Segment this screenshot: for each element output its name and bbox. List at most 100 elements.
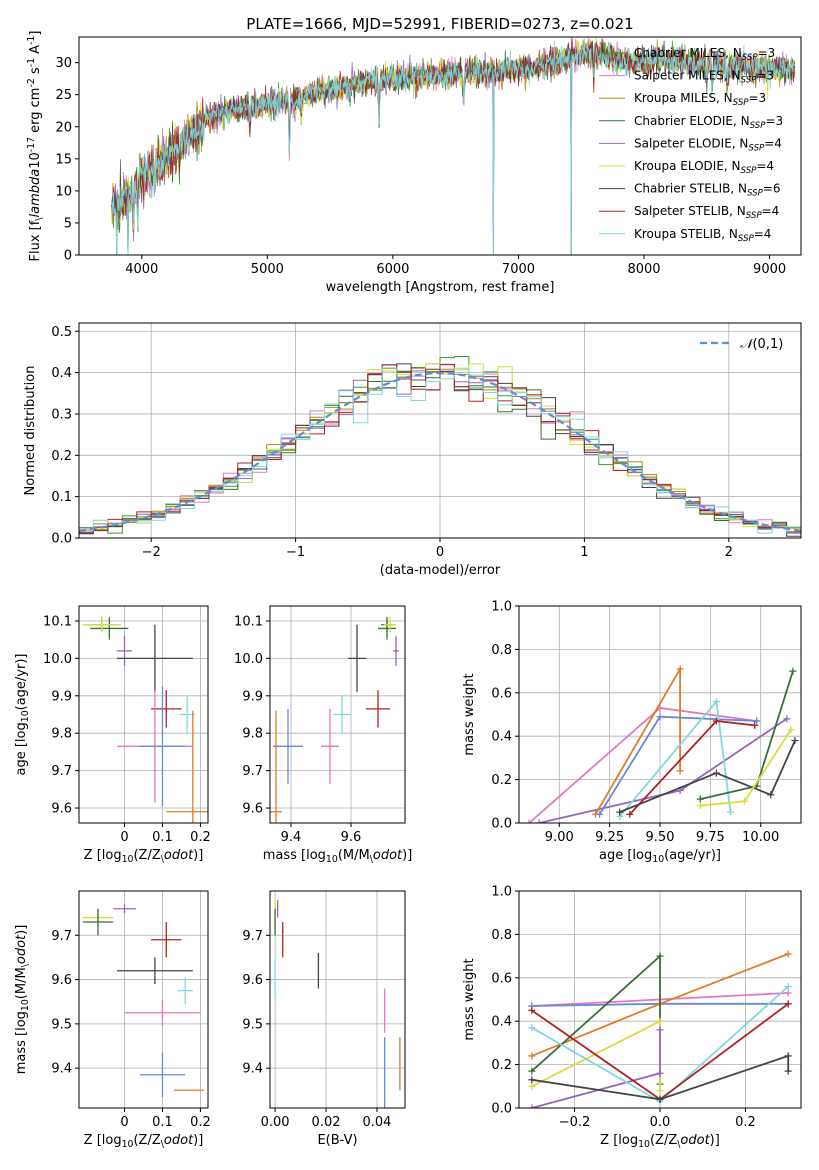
weight-marker: [676, 665, 684, 673]
weight-marker: [784, 1067, 792, 1075]
weight-marker: [528, 1082, 536, 1090]
legend-entry: Salpeter ELODIE, NSSP=4: [634, 136, 782, 153]
weight-marker: [789, 667, 797, 675]
histogram-8: [79, 367, 801, 534]
weight-marker: [787, 726, 795, 734]
plot-area: [525, 665, 799, 823]
errorbar-point: [393, 635, 399, 666]
y-tick-label: 0.0: [491, 1102, 512, 1117]
errorbar-point: [151, 922, 182, 958]
y-tick-label: 0.2: [51, 449, 72, 464]
y-tick-label: 9.4: [242, 1062, 263, 1077]
weight-marker: [528, 1024, 536, 1032]
y-tick-label: 10.0: [43, 652, 72, 667]
y-tick-label: 0.4: [491, 1015, 512, 1030]
x-tick-label: 9.6: [341, 830, 362, 845]
x-tick-label: 0.2: [735, 1115, 756, 1130]
weight-marker: [656, 1095, 664, 1103]
axes-frame: [78, 605, 209, 824]
y-axis-label: mass weight: [462, 958, 477, 1040]
x-axis-label: Z [log10(Z/Z\odot)]: [84, 848, 204, 865]
y-tick-label: 0.0: [491, 817, 512, 832]
weight-marker: [784, 950, 792, 958]
y-tick-label: 0.5: [51, 325, 72, 340]
weight-marker: [528, 1067, 536, 1075]
axes-frame: [78, 890, 209, 1109]
weight-marker: [656, 1069, 664, 1077]
axes-mass_vs_Z: 0 0.1 0.2 9.4 9.5 9.6 9.7 Z [log10(Z/Z\odot)] ma…: [14, 890, 211, 1150]
weight-marker: [696, 795, 704, 803]
errorbar-point: [378, 617, 396, 640]
errorbar-point: [116, 635, 133, 666]
y-tick-label: 5: [64, 216, 72, 231]
plot-area: [111, 37, 796, 255]
errorbar-point: [366, 690, 390, 728]
errorbar-point: [82, 617, 121, 633]
y-tick-label: 0: [64, 249, 72, 264]
errorbar-point: [321, 708, 339, 784]
weight-line-8: [531, 1054, 790, 1101]
x-tick-label: −1: [286, 545, 305, 560]
weight-marker: [784, 989, 792, 997]
weight-marker: [656, 1017, 664, 1025]
y-tick-label: 9.7: [242, 929, 263, 944]
axes-mass_vs_EBV: 0.00 0.02 0.04 9.4 9.5 9.6 9.7 E(B-V): [242, 890, 406, 1148]
legend-entry: Kroupa MILES, NSSP=3: [634, 91, 766, 108]
x-tick-label: 9.4: [281, 830, 302, 845]
x-axis-label: Z [log10(Z/Z\odot)]: [600, 1133, 720, 1150]
y-tick-label: 25: [55, 88, 72, 103]
errorbar-point: [166, 710, 208, 823]
weight-line-1: [538, 718, 788, 823]
x-tick-label: 0.1: [152, 1115, 173, 1130]
weight-line-0: [528, 707, 757, 823]
errorbar-point: [384, 617, 396, 633]
y-tick-label: 9.9: [242, 689, 263, 704]
y-tick-label: 0.6: [491, 971, 512, 986]
weight-marker: [741, 797, 749, 805]
errorbar-point: [139, 1052, 186, 1097]
errorbar-point: [116, 957, 193, 984]
plot-area: [79, 356, 801, 538]
weight-marker: [791, 737, 799, 745]
y-tick-label: 0.2: [491, 773, 512, 788]
y-axis-label: mass weight: [462, 673, 477, 755]
y-tick-label: 9.8: [51, 727, 72, 742]
weight-marker: [676, 767, 684, 775]
errorbar-point: [90, 617, 129, 640]
legend-entry: 𝒩(0,1): [740, 337, 783, 352]
x-tick-label: 4000: [125, 262, 158, 277]
y-tick-label: 20: [55, 120, 72, 135]
x-tick-label: 9.50: [646, 830, 675, 845]
weight-marker: [751, 721, 759, 729]
weight-marker: [783, 715, 791, 723]
errorbar-point: [113, 904, 136, 914]
x-tick-label: 0.0: [650, 1115, 671, 1130]
y-tick-label: 9.6: [51, 973, 72, 988]
weight-marker: [528, 1076, 536, 1084]
plot-layer: 4000 5000 6000 7000 8000 9000051015202530wave…: [14, 31, 802, 1150]
x-axis-label: (data-model)/error: [380, 563, 501, 578]
x-tick-label: 0: [120, 1115, 128, 1130]
x-tick-label: 6000: [376, 262, 409, 277]
axes-age_vs_Z: 0 0.1 0.2 9.6 9.7 9.8 9.9 10.0 10.1 Z [log10(Z/Z\…: [14, 605, 211, 865]
axes-weight_vs_Z: −0.2 0.0 0.2 0.0 0.2 0.4 0.6 0.8 1.0 Z [log10(Z/Z…: [462, 885, 802, 1150]
x-axis-label: mass [log10(M/M\odot)]: [263, 848, 413, 865]
weight-marker: [784, 982, 792, 990]
errorbar-point: [273, 708, 303, 784]
y-tick-label: 9.7: [51, 764, 72, 779]
y-tick-label: 0.2: [491, 1058, 512, 1073]
x-tick-label: 1: [580, 545, 588, 560]
plot-area: [82, 617, 208, 823]
y-tick-label: 30: [55, 56, 72, 71]
y-axis-label: mass [log10(M/M\odot)]: [14, 925, 31, 1075]
axes-age_vs_mass: 9.4 9.6 9.6 9.7 9.8 9.9 10.0 10.1 mass [log10(M/…: [234, 605, 413, 865]
axes-spectrum: 4000 5000 6000 7000 8000 9000 0 5 10 15 20 25 30 wave…: [26, 31, 802, 295]
axes-frame: [269, 890, 406, 1109]
legend: 𝒩(0,1): [700, 337, 783, 352]
y-tick-label: 9.9: [51, 689, 72, 704]
x-tick-label: 9000: [753, 262, 786, 277]
weight-marker: [712, 769, 720, 777]
y-tick-label: 9.5: [242, 1017, 263, 1032]
y-tick-label: 10: [55, 184, 72, 199]
errorbar-point: [82, 908, 114, 936]
